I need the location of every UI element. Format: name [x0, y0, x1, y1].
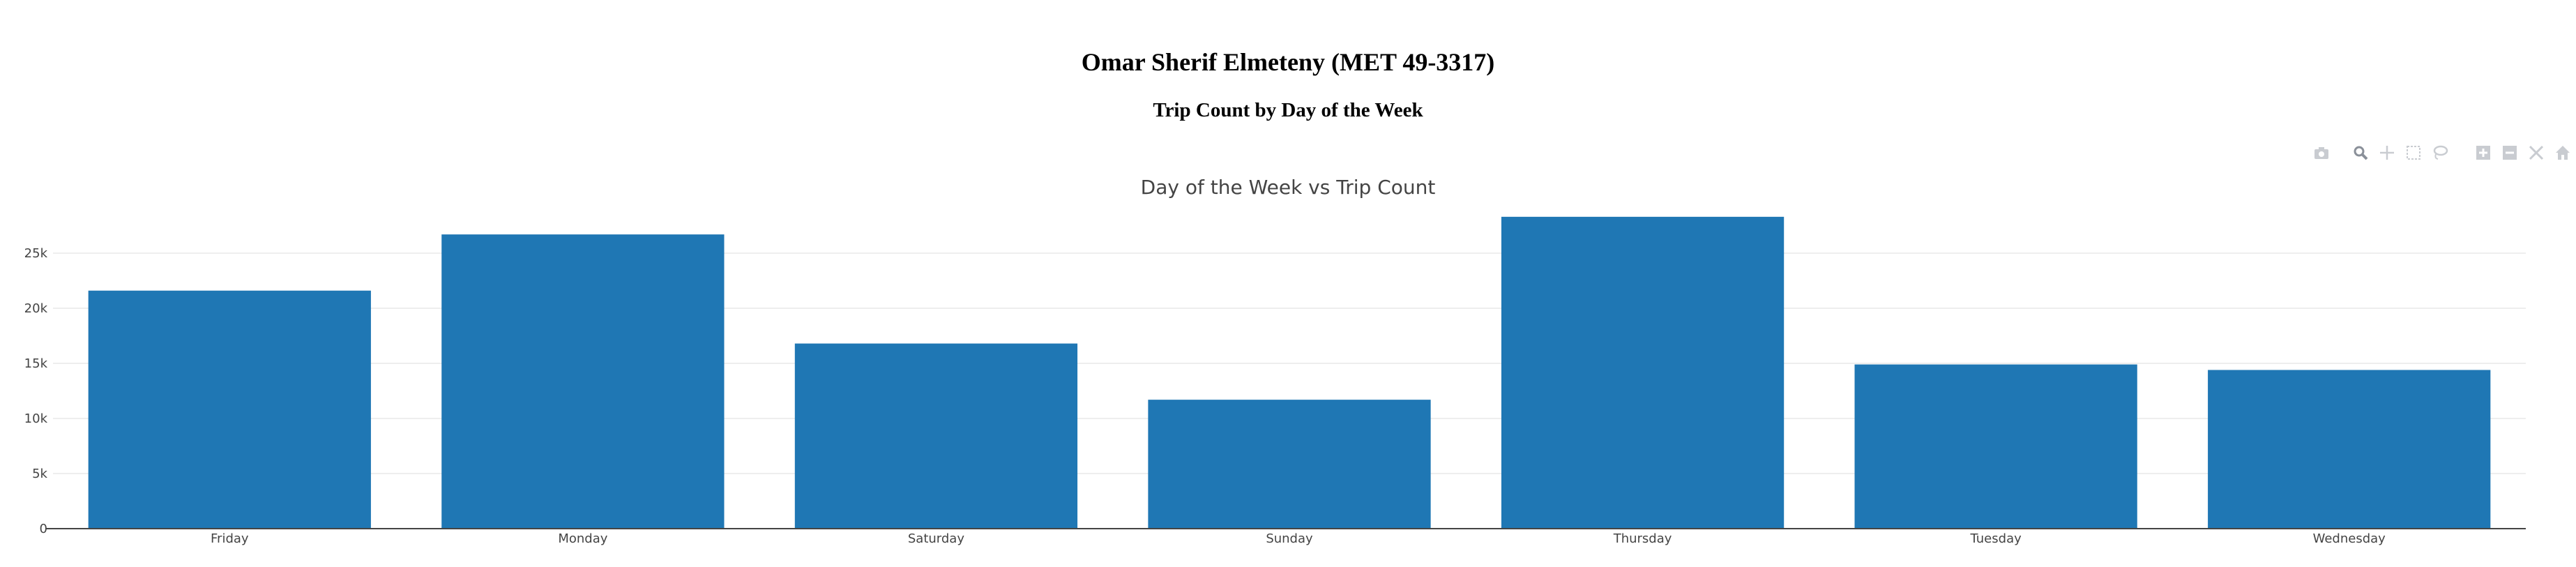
- box-select-icon: [2407, 146, 2420, 160]
- zoom-in-icon: [2476, 146, 2490, 160]
- x-tick-label: Wednesday: [2313, 531, 2386, 546]
- bar-chart: Day of the Week vs Trip Count 0 5k 10k 15k 20…: [24, 176, 2526, 546]
- bar-tuesday: [1854, 364, 2137, 529]
- lasso-select-button[interactable]: [2431, 144, 2449, 162]
- y-tick-label: 20k: [24, 301, 48, 316]
- reset-axes-button[interactable]: [2554, 144, 2572, 162]
- pan-icon: [2380, 146, 2394, 160]
- y-tick-label: 5k: [32, 467, 47, 481]
- zoom-in-button[interactable]: [2474, 144, 2492, 162]
- bar-monday: [441, 234, 725, 529]
- bar-saturday: [794, 343, 1078, 529]
- pan-button[interactable]: [2378, 144, 2396, 162]
- x-tick-label: Monday: [558, 531, 607, 546]
- x-tick-label: Tuesday: [1970, 531, 2022, 546]
- x-tick-label: Thursday: [1613, 531, 1672, 546]
- autoscale-icon: [2529, 145, 2544, 160]
- plot-modebar: [2312, 144, 2572, 162]
- x-tick-label: Sunday: [1266, 531, 1313, 546]
- page-subtitle: Trip Count by Day of the Week: [1153, 99, 1423, 121]
- zoom-out-button[interactable]: [2501, 144, 2519, 162]
- y-tick-label: 0: [40, 522, 47, 536]
- bar-friday: [88, 290, 371, 529]
- bar-sunday: [1148, 400, 1431, 529]
- box-select-button[interactable]: [2404, 144, 2423, 162]
- autoscale-button[interactable]: [2527, 144, 2545, 162]
- y-tick-label: 10k: [24, 411, 48, 426]
- x-tick-label: Saturday: [908, 531, 964, 546]
- bar-wednesday: [2208, 370, 2491, 529]
- y-tick-label: 25k: [24, 246, 48, 261]
- zoom-button[interactable]: [2351, 144, 2370, 162]
- zoom-out-icon: [2503, 146, 2517, 160]
- lasso-icon: [2433, 145, 2448, 160]
- y-tick-label: 15k: [24, 356, 48, 371]
- x-tick-label: Friday: [211, 531, 249, 546]
- download-png-button[interactable]: [2312, 144, 2331, 162]
- chart-title: Day of the Week vs Trip Count: [1141, 176, 1436, 199]
- home-icon: [2556, 146, 2570, 160]
- page-title: Omar Sherif Elmeteny (MET 49-3317): [1081, 48, 1495, 76]
- bar-thursday: [1501, 216, 1785, 529]
- zoom-icon: [2354, 146, 2368, 160]
- camera-icon: [2314, 147, 2328, 159]
